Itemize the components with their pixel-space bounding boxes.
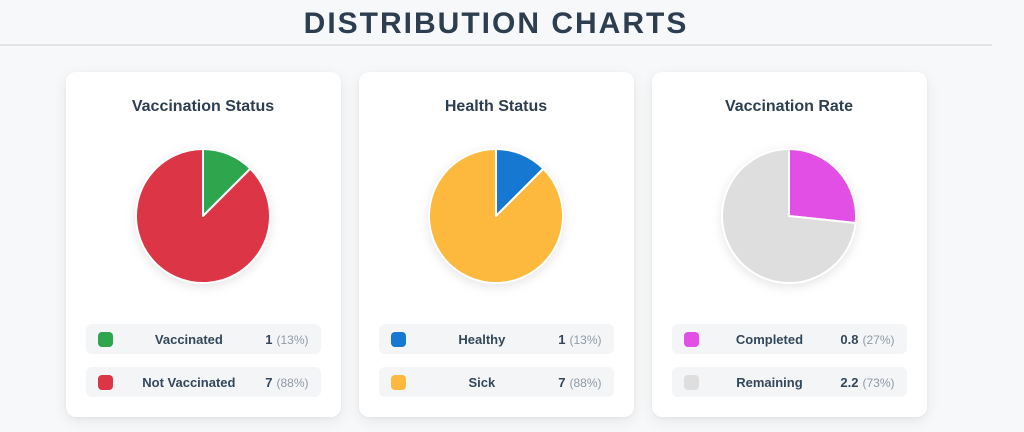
legend-value: 7 (88%) <box>265 375 308 390</box>
legend-percent: (13%) <box>569 332 602 347</box>
legend-row: Vaccinated 1 (13%) <box>85 324 321 354</box>
legend-label: Remaining <box>736 374 803 390</box>
legend: Vaccinated 1 (13%) Not Vaccinated 7 (88%) <box>85 324 321 397</box>
legend-row: Healthy 1 (13%) <box>378 324 614 354</box>
legend-label: Not Vaccinated <box>142 374 236 390</box>
card-vaccination-rate: Vaccination Rate Completed 0.8 (27%) Rema… <box>651 72 927 417</box>
charts-row: Vaccination Status Vaccinated 1 (13%) Not… <box>0 72 992 417</box>
card-title: Health Status <box>444 98 548 115</box>
legend-value: 1 (13%) <box>558 332 601 347</box>
legend-swatch <box>683 374 699 390</box>
legend-label: Healthy <box>458 331 506 347</box>
legend-percent: (27%) <box>862 332 895 347</box>
card-title: Vaccination Rate <box>724 98 854 115</box>
pie-chart <box>135 148 271 284</box>
legend-value: 7 (88%) <box>558 375 601 390</box>
legend-swatch <box>390 331 406 347</box>
legend-value: 0.8 (27%) <box>840 332 894 347</box>
legend-count: 7 <box>558 374 566 390</box>
card-vaccination-status: Vaccination Status Vaccinated 1 (13%) Not… <box>65 72 341 417</box>
legend-count: 1 <box>265 331 273 347</box>
legend-percent: (73%) <box>862 375 895 390</box>
legend-label: Completed <box>735 331 804 347</box>
legend-count: 2.2 <box>840 374 859 390</box>
legend-count: 7 <box>265 374 273 390</box>
card-health-status: Health Status Healthy 1 (13%) Sick 7 (88%) <box>358 72 634 417</box>
legend-label: Sick <box>468 374 496 390</box>
legend-row: Completed 0.8 (27%) <box>671 324 907 354</box>
legend: Completed 0.8 (27%) Remaining 2.2 (73%) <box>671 324 907 397</box>
legend-swatch <box>683 331 699 347</box>
card-title: Vaccination Status <box>131 98 275 115</box>
legend-row: Sick 7 (88%) <box>378 367 614 397</box>
legend-percent: (88%) <box>276 375 309 390</box>
legend-count: 0.8 <box>840 331 859 347</box>
legend-percent: (88%) <box>569 375 602 390</box>
legend-swatch <box>97 374 113 390</box>
pie-chart-container <box>133 146 273 286</box>
legend-value: 1 (13%) <box>265 332 308 347</box>
pie-chart <box>721 148 857 284</box>
legend-swatch <box>97 331 113 347</box>
legend-percent: (13%) <box>276 332 309 347</box>
legend-count: 1 <box>558 331 566 347</box>
pie-chart <box>428 148 564 284</box>
pie-chart-container <box>719 146 859 286</box>
legend-label: Vaccinated <box>154 331 223 347</box>
legend-swatch <box>390 374 406 390</box>
pie-chart-container <box>426 146 566 286</box>
page-title: DISTRIBUTION CHARTS <box>303 7 689 40</box>
legend-value: 2.2 (73%) <box>840 375 894 390</box>
legend: Healthy 1 (13%) Sick 7 (88%) <box>378 324 614 397</box>
legend-row: Not Vaccinated 7 (88%) <box>85 367 321 397</box>
divider <box>0 44 992 46</box>
legend-row: Remaining 2.2 (73%) <box>671 367 907 397</box>
page-content: DISTRIBUTION CHARTS Vaccination Status V… <box>0 7 992 417</box>
